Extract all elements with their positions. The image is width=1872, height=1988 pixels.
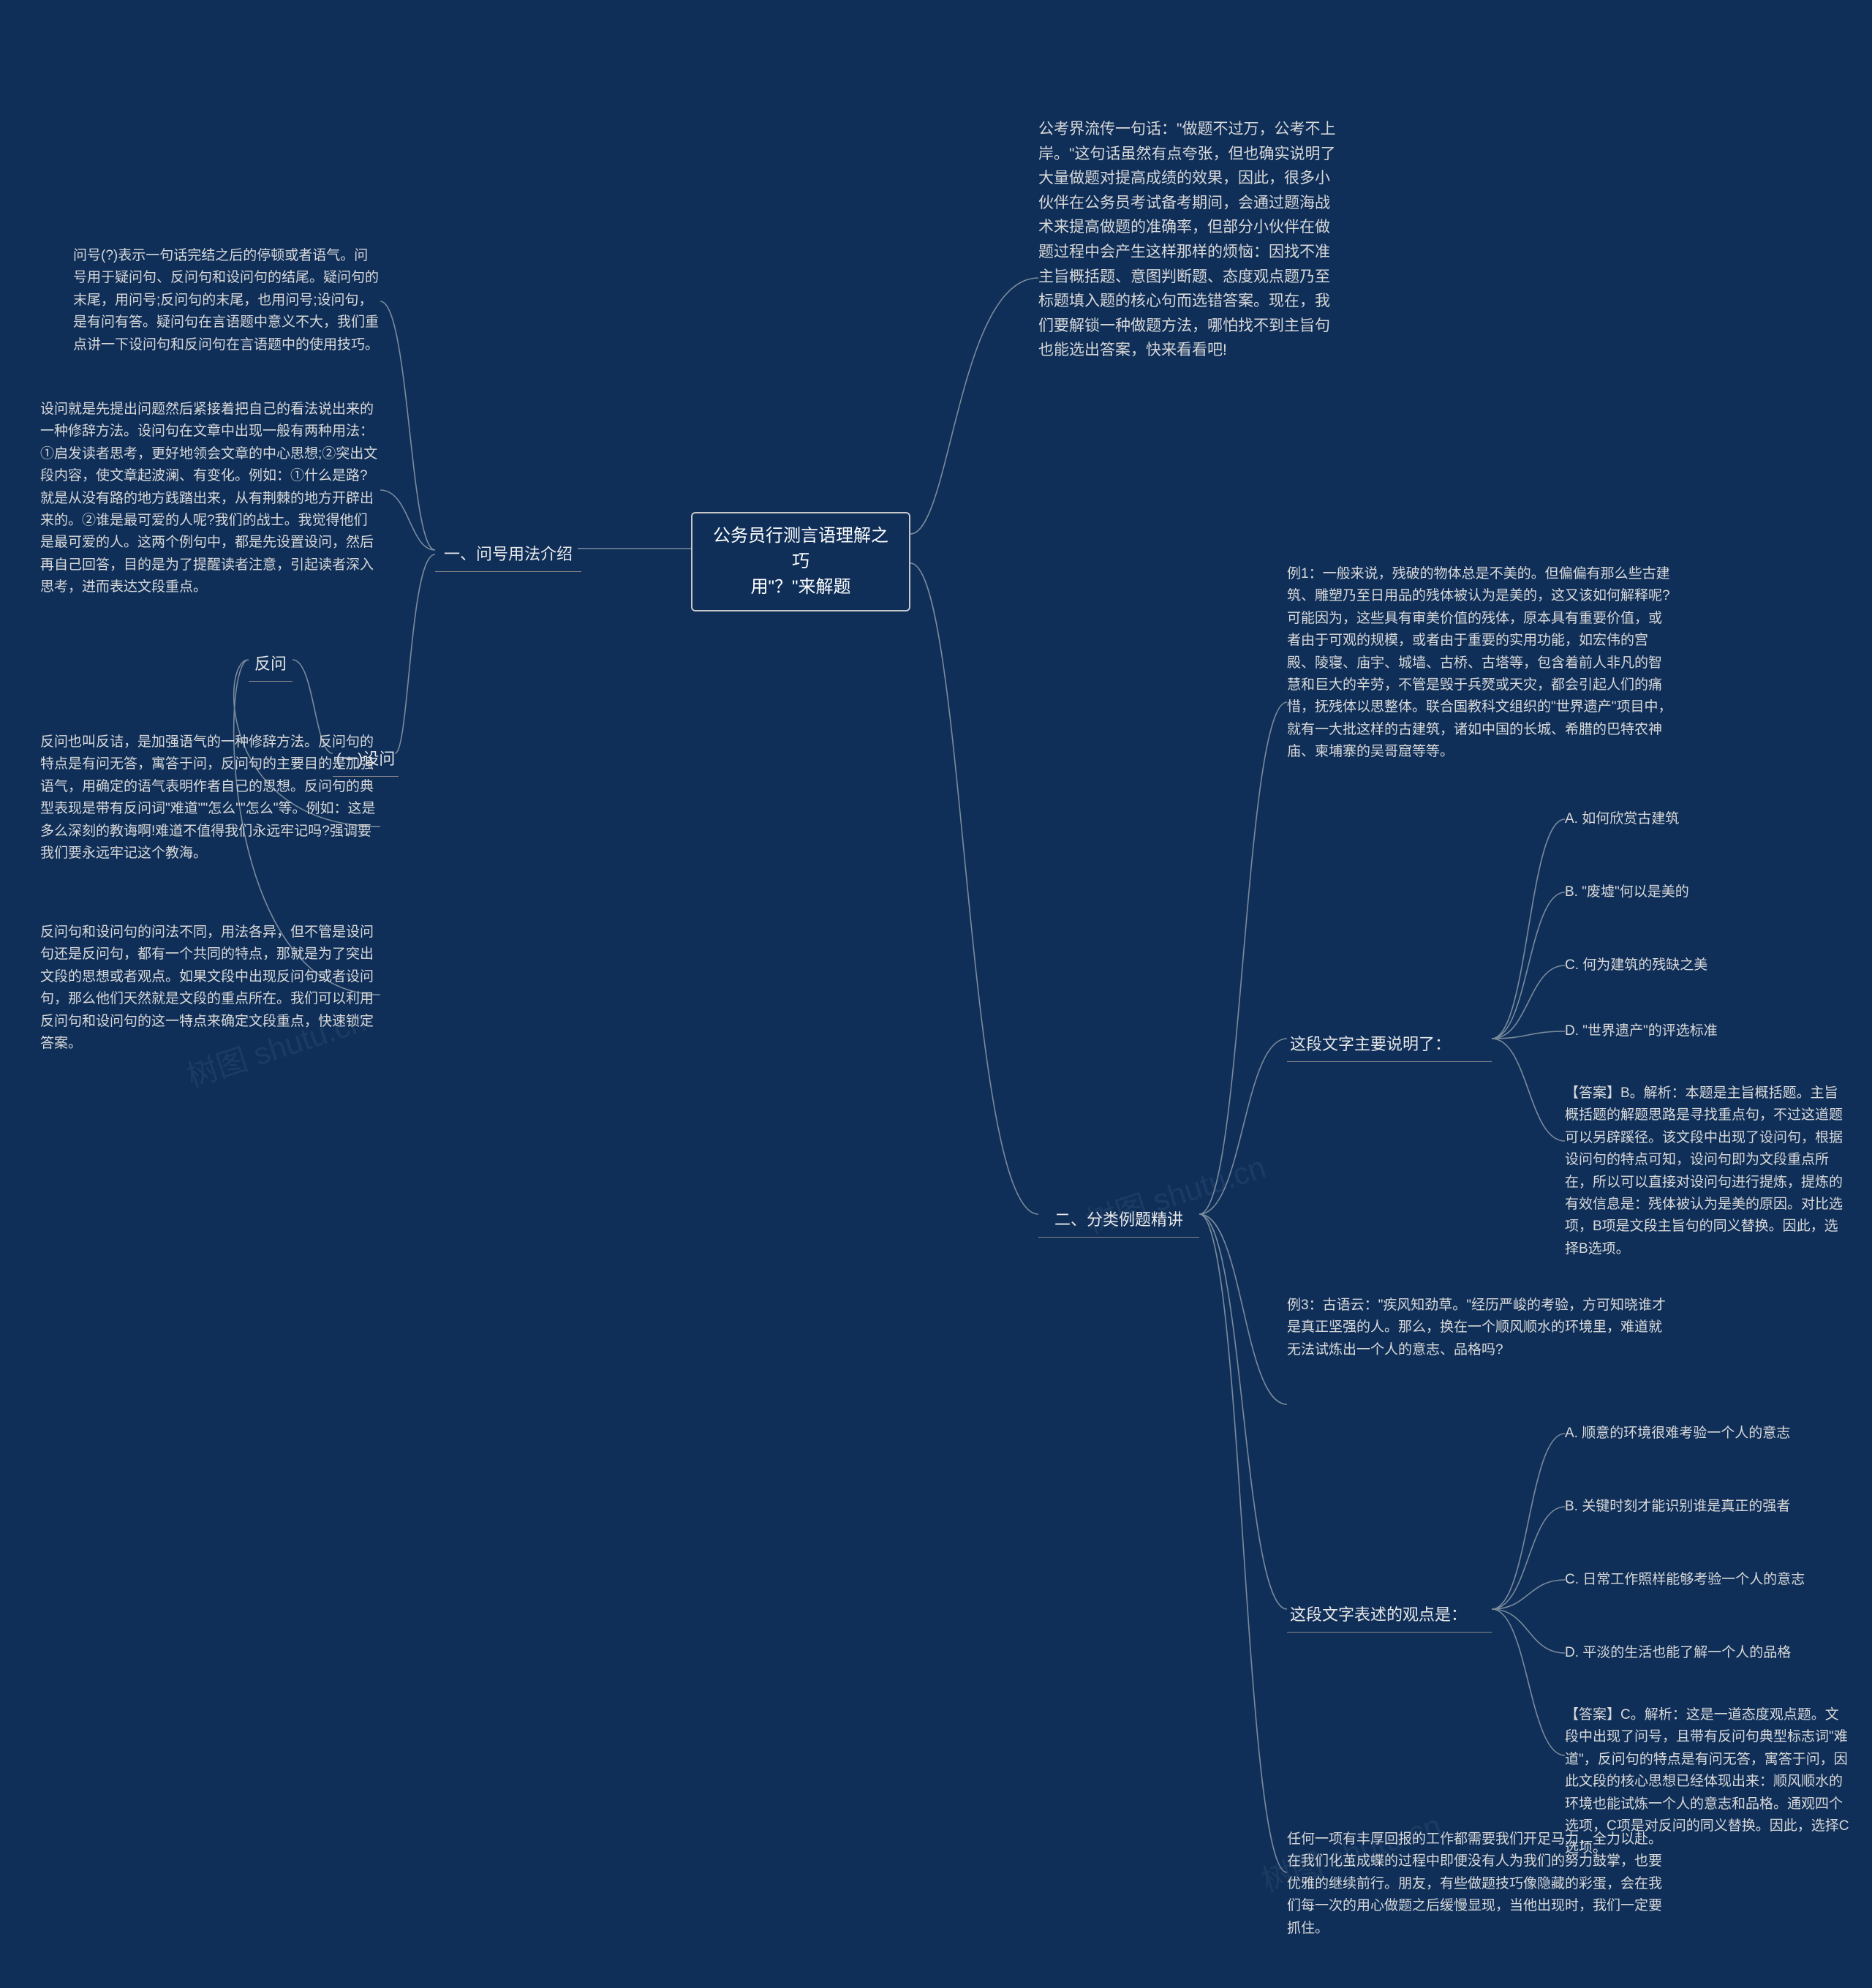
ex1-opt-c: C. 何为建筑的残缺之美 (1565, 955, 1814, 976)
intro-paragraph: 公考界流传一句话："做题不过万，公考不上岸。"这句话虽然有点夸张，但也确实说明了… (1038, 117, 1338, 363)
leaf-b: 设问就是先提出问题然后紧接着把自己的看法说出来的一种修辞方法。设问句在文章中出现… (40, 399, 380, 599)
leaf-c: 反问也叫反诘，是加强语气的一种修辞方法。反问句的特点是有问无答，寓答于问，反问句… (40, 731, 380, 865)
ex1-text: 例1：一般来说，残破的物体总是不美的。但偏偏有那么些古建筑、雕塑乃至日用品的残体… (1287, 563, 1675, 764)
leaf-d: 反问句和设问句的问法不同，用法各异，但不管是设问句还是反问句，都有一个共同的特点… (40, 922, 380, 1055)
branch1-label: 一、问号用法介绍 (435, 538, 581, 572)
leaf-a: 问号(?)表示一句话完结之后的停顿或者语气。问号用于疑问句、反问句和设问句的结尾… (73, 245, 380, 356)
root-title-line1: 公务员行测言语理解之巧 (709, 524, 893, 575)
ex1-opt-a: A. 如何欣赏古建筑 (1565, 808, 1814, 830)
ex3-opt-a: A. 顺意的环境很难考验一个人的意志 (1565, 1423, 1843, 1445)
ex1-opt-d: D. "世界遗产"的评选标准 (1565, 1020, 1814, 1042)
ex3-question: 这段文字表述的观点是： (1287, 1598, 1492, 1633)
ex3-opt-b: B. 关键时刻才能识别谁是真正的强者 (1565, 1496, 1843, 1518)
ex1-question: 这段文字主要说明了： (1287, 1028, 1492, 1062)
branch2-label: 二、分类例题精讲 (1038, 1203, 1199, 1238)
ex3-text: 例3：古语云："疾风知劲草。"经历严峻的考验，方可知晓谁才是真正坚强的人。那么，… (1287, 1295, 1675, 1361)
ex3-opt-c: C. 日常工作照样能够考验一个人的意志 (1565, 1569, 1843, 1591)
closing-paragraph: 任何一项有丰厚回报的工作都需要我们开足马力，全力以赴。在我们化茧成蝶的过程中即便… (1287, 1829, 1675, 1940)
ex1-opt-b: B. "废墟"何以是美的 (1565, 881, 1814, 903)
ex3-opt-d: D. 平淡的生活也能了解一个人的品格 (1565, 1642, 1843, 1664)
branch1-sub2: 反问 (249, 647, 292, 682)
root-node: 公务员行测言语理解之巧 用"？"来解题 (691, 512, 910, 611)
ex1-answer: 【答案】B。解析：本题是主旨概括题。主旨概括题的解题思路是寻找重点句，不过这道题… (1565, 1083, 1850, 1260)
root-title-line2: 用"？"来解题 (709, 575, 893, 600)
